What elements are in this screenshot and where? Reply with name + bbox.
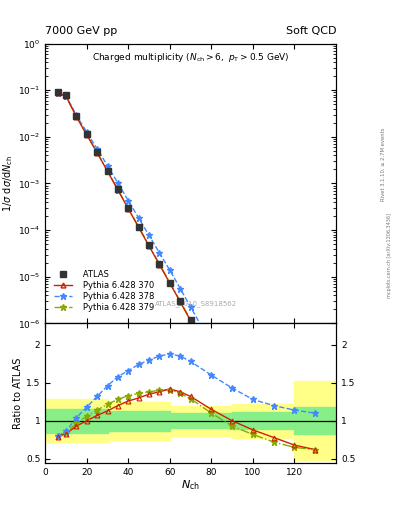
Text: ATLAS_2010_S8918562: ATLAS_2010_S8918562 [155,300,237,307]
   ATLAS [136,224,141,230]
   ATLAS [126,205,130,211]
Text: Rivet 3.1.10, ≥ 2.7M events: Rivet 3.1.10, ≥ 2.7M events [381,127,386,201]
Text: mcplots.cern.ch [arXiv:1306.3436]: mcplots.cern.ch [arXiv:1306.3436] [387,214,391,298]
   ATLAS [178,298,183,304]
   ATLAS [64,92,68,98]
   ATLAS [116,186,120,193]
   ATLAS [55,89,60,95]
X-axis label: $N_\mathrm{ch}$: $N_\mathrm{ch}$ [181,479,200,493]
   ATLAS [95,149,99,155]
   ATLAS [84,131,89,137]
Text: Charged multiplicity ($N_\mathrm{ch} > 6,\ p_\mathrm{T} > 0.5\ \mathrm{GeV}$): Charged multiplicity ($N_\mathrm{ch} > 6… [92,51,289,63]
Text: Soft QCD: Soft QCD [286,26,336,36]
   ATLAS [271,466,276,472]
Y-axis label: $1/\sigma\ \mathrm{d}\sigma/\mathrm{d}N_\mathrm{ch}$: $1/\sigma\ \mathrm{d}\sigma/\mathrm{d}N_… [1,155,15,212]
   ATLAS [147,242,151,248]
   ATLAS [292,504,297,510]
   ATLAS [105,167,110,174]
   ATLAS [209,354,214,360]
Y-axis label: Ratio to ATLAS: Ratio to ATLAS [13,358,23,429]
   ATLAS [188,317,193,323]
   ATLAS [167,280,172,286]
Line:    ATLAS: ATLAS [55,90,318,512]
   ATLAS [157,261,162,267]
   ATLAS [74,113,79,119]
Text: 7000 GeV pp: 7000 GeV pp [45,26,118,36]
Legend:    ATLAS,    Pythia 6.428 370,    Pythia 6.428 378,    Pythia 6.428 379: ATLAS, Pythia 6.428 370, Pythia 6.428 37… [52,268,156,314]
   ATLAS [251,429,255,435]
   ATLAS [230,392,235,398]
